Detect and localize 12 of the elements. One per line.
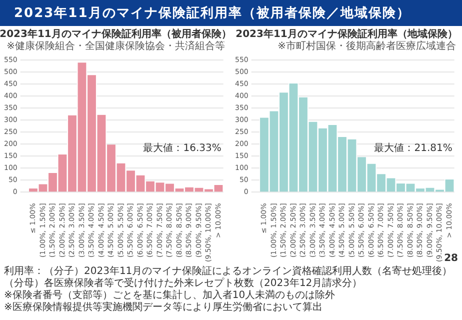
text: ※保険者番号（支部等）ごとを基に集計し、加入者10人未満のものは除外: [4, 290, 336, 302]
text: ※医療保険情報提供等実施機関データ等により厚生労働省において算出: [4, 302, 324, 314]
text: 2023年11月のマイナ保険証利用率（被用者保険／地域保険）: [14, 4, 410, 22]
text: （分母）各医療保険者等で受け付けた外来レセプト枚数（2023年12月請求分）: [4, 278, 364, 290]
annotation: 最大値：16.33%: [143, 142, 222, 154]
text: 利用率：（分子）2023年11月のマイナ保険証によるオンライン資格確認利用人数（名寄せ処理後）: [4, 266, 454, 278]
text: 28: [444, 253, 458, 265]
chart-subtitle: ※市町村国保・後期高齢者医療広域連合: [278, 41, 457, 53]
chart-subtitle: ※健康保険組合・全国健康保険協会・共済組合等: [6, 41, 226, 53]
chart-title: 2023年11月のマイナ保険証利用率（被用者保険）: [0, 28, 232, 40]
chart-title: 2023年11月のマイナ保険証利用率（地域保険）: [236, 28, 458, 40]
annotation: 最大値：21.81%: [374, 142, 452, 154]
